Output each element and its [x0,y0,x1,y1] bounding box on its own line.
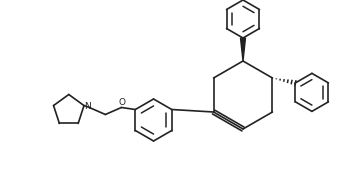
Text: O: O [119,98,126,107]
Polygon shape [241,38,245,61]
Text: N: N [84,102,91,111]
